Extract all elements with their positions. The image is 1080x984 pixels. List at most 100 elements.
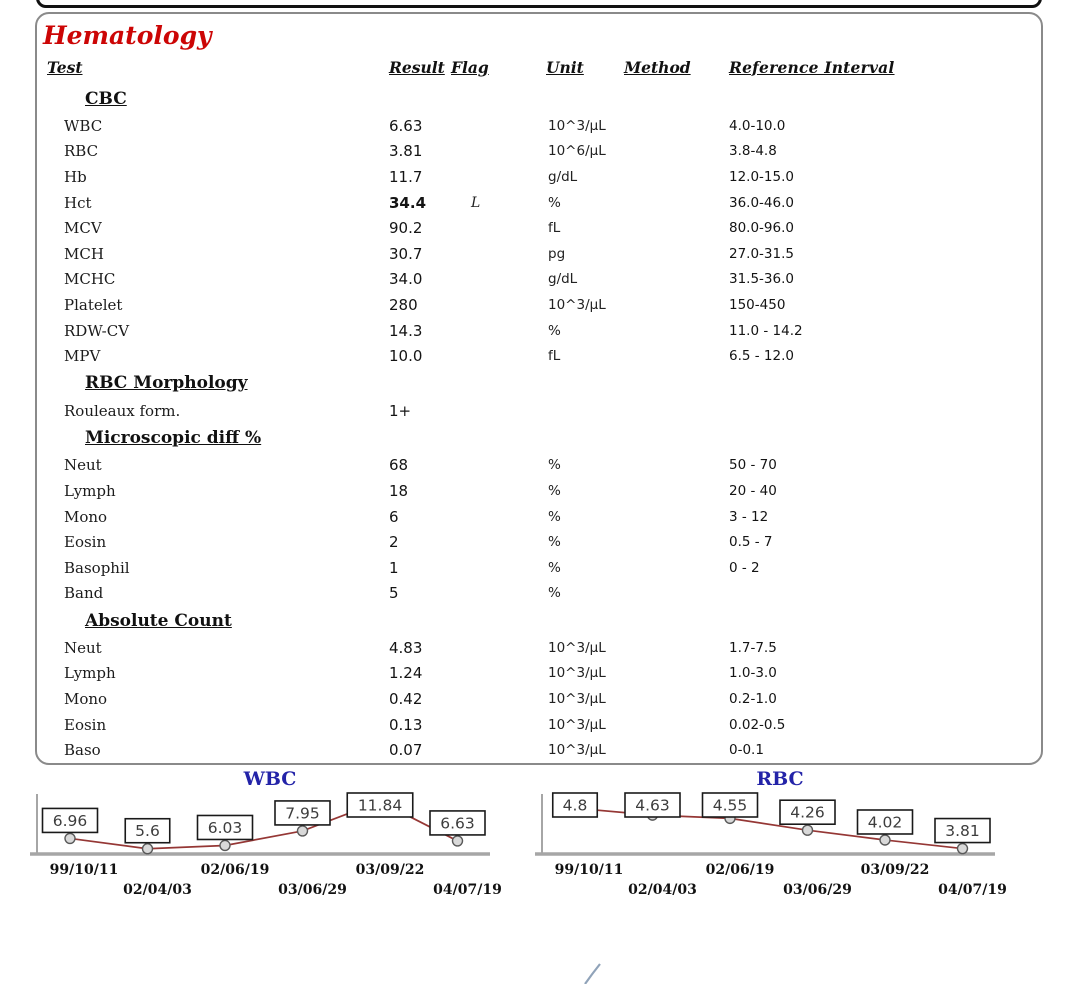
value-label: 4.8	[563, 797, 588, 815]
x-axis-date-label: 03/09/22	[861, 862, 930, 878]
table-row: MCHC 34.0 g/dL 31.5-36.0	[37, 267, 1041, 293]
table-row: Rouleaux form. 1+	[37, 398, 1041, 424]
table-row: RBC 3.81 10^6/µL 3.8-4.8	[37, 139, 1041, 165]
value-label: 7.95	[285, 804, 320, 822]
reference-value: 0.02-0.5	[729, 716, 786, 733]
test-name: Neut	[64, 638, 102, 657]
reference-value: 20 - 40	[729, 482, 777, 499]
test-name: MCV	[64, 219, 102, 238]
table-row: Hct 34.4 L% 36.0-46.0	[37, 190, 1041, 216]
result-value: 280	[389, 295, 418, 314]
result-value: 0.13	[389, 715, 423, 734]
unit-value: %	[548, 559, 561, 576]
unit-value: g/dL	[548, 271, 578, 288]
result-value: 2	[389, 533, 399, 552]
trend-chart-wbc: WBC 6.96 5.6 6.03 7.95 11.84 6.63 99/10/11 02/04…	[30, 768, 510, 904]
value-label-box	[124, 817, 171, 844]
value-label: 11.84	[358, 797, 402, 815]
reference-value: 31.5-36.0	[729, 271, 794, 288]
result-value: 6	[389, 507, 399, 526]
value-label-box	[346, 792, 414, 818]
result-value: 3.81	[389, 142, 423, 161]
table-row: MCV 90.2 fL 80.0-96.0	[37, 215, 1041, 241]
section-heading: RBC Morphology	[85, 373, 248, 394]
column-header-test: Test	[47, 57, 83, 77]
value-label-box	[274, 800, 331, 826]
previous-section-box	[36, 0, 1042, 8]
signature-stroke	[584, 963, 601, 984]
x-axis-date-label: 99/10/11	[50, 862, 119, 878]
table-row: Platelet 280 10^3/µL 150-450	[37, 292, 1041, 318]
test-name: Lymph	[64, 481, 116, 500]
result-value: 6.63	[389, 116, 423, 135]
table-row: Hb 11.7 g/dL 12.0-15.0	[37, 164, 1041, 190]
reference-value: 0.5 - 7	[729, 534, 773, 551]
table-header-row: Test Result Flag Unit Method Reference I…	[37, 54, 1041, 80]
x-axis-date-label: 02/06/19	[201, 862, 270, 878]
data-point-marker	[141, 843, 154, 855]
unit-value: %	[548, 534, 561, 551]
section-heading-row: Absolute Count	[37, 606, 1041, 635]
unit-value: 10^3/µL	[548, 665, 606, 682]
chart-title: RBC	[756, 768, 804, 790]
unit-value: %	[548, 194, 561, 211]
reference-value: 0 - 2	[729, 559, 760, 576]
result-value: 10.0	[389, 347, 423, 366]
result-value: 5	[389, 584, 399, 603]
data-point-marker	[879, 834, 891, 846]
value-label: 6.96	[53, 812, 88, 830]
value-label: 5.6	[135, 822, 160, 840]
result-value: 0.42	[389, 690, 423, 709]
reference-value: 80.0-96.0	[729, 220, 794, 237]
table-row: Lymph 1.24 10^3/µL 1.0-3.0	[37, 661, 1041, 687]
table-row: Neut 68% 50 - 70	[37, 453, 1041, 479]
test-name: Eosin	[64, 715, 107, 734]
value-label: 4.63	[635, 797, 670, 815]
value-label-box	[41, 807, 99, 834]
reference-value: 12.0-15.0	[729, 168, 794, 185]
reference-value: 150-450	[729, 296, 786, 313]
result-value: 68	[389, 456, 409, 475]
value-label-box	[196, 814, 254, 841]
section-heading: Absolute Count	[85, 610, 232, 631]
reference-value: 3.8-4.8	[729, 143, 777, 160]
result-value: 0.07	[389, 741, 423, 760]
unit-value: pg	[548, 245, 566, 262]
section-heading-row: Microscopic diff %	[37, 424, 1041, 453]
x-axis-date-label: 03/06/29	[278, 882, 347, 898]
table-row: Baso 0.07 10^3/µL 0-0.1	[37, 737, 1041, 763]
test-name: Baso	[64, 741, 101, 760]
value-label-box	[624, 792, 681, 818]
unit-value: %	[548, 322, 561, 339]
reference-value: 4.0-10.0	[729, 117, 786, 134]
result-value: 4.83	[389, 638, 423, 657]
reference-value: 3 - 12	[729, 508, 769, 525]
reference-value: 1.7-7.5	[729, 639, 777, 656]
table-row: MPV 10.0 fL 6.5 - 12.0	[37, 343, 1041, 369]
test-name: RBC	[64, 142, 99, 161]
table-row: MCH 30.7 pg 27.0-31.5	[37, 241, 1041, 267]
unit-value: %	[548, 482, 561, 499]
data-point-marker	[219, 839, 231, 852]
result-value: 34.4	[389, 193, 427, 212]
unit-value: %	[548, 585, 561, 602]
test-name: Rouleaux form.	[64, 401, 181, 420]
table-row: Neut 4.83 10^3/µL 1.7-7.5	[37, 635, 1041, 661]
test-name: Hb	[64, 167, 87, 186]
data-point-marker	[956, 842, 969, 855]
reference-value: 0-0.1	[729, 742, 764, 759]
table-row: Basophil 1% 0 - 2	[37, 555, 1041, 581]
section-heading: CBC	[85, 88, 127, 109]
table-row: Band 5%	[37, 581, 1041, 607]
table-row: WBC 6.63 10^3/µL 4.0-10.0	[37, 113, 1041, 139]
reference-value: 0.2-1.0	[729, 691, 777, 708]
data-point-marker	[296, 825, 309, 837]
unit-value: 10^3/µL	[548, 117, 606, 134]
results-table-body: CBC WBC 6.63 10^3/µL 4.0-10.0 RBC 3.81 10^6/µL 3…	[37, 84, 1041, 763]
result-value: 34.0	[389, 270, 423, 289]
table-row: Mono 6% 3 - 12	[37, 504, 1041, 530]
column-header-flag: Flag	[451, 57, 489, 77]
column-header-unit: Unit	[546, 57, 584, 77]
table-row: RDW-CV 14.3% 11.0 - 14.2	[37, 318, 1041, 344]
value-label-box	[856, 809, 914, 835]
